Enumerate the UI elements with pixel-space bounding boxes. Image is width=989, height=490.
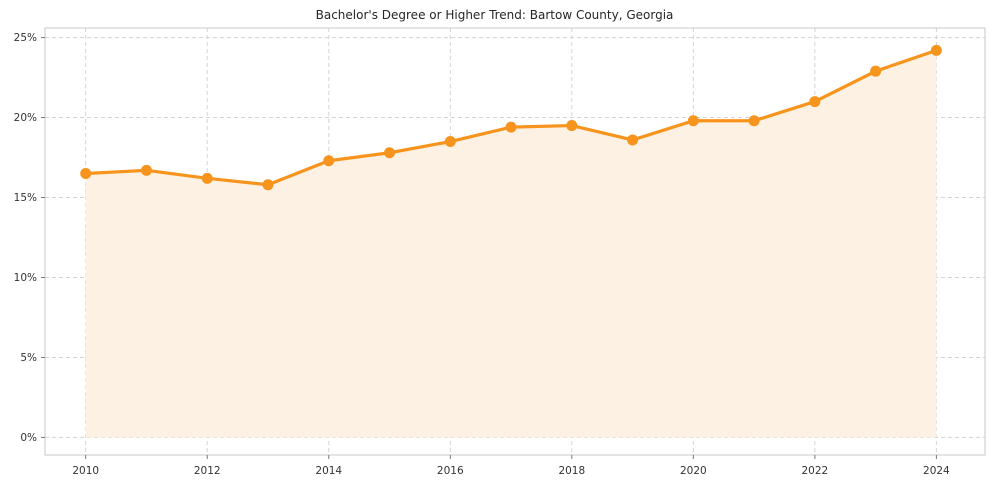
x-axis-tick-label: 2014 xyxy=(315,465,342,477)
data-point-marker xyxy=(444,136,456,148)
data-point-marker xyxy=(627,134,639,146)
data-point-marker xyxy=(748,115,760,127)
data-point-marker xyxy=(140,164,152,176)
x-axis-tick-label: 2012 xyxy=(194,465,221,477)
data-point-marker xyxy=(505,121,517,133)
data-point-marker xyxy=(687,115,699,127)
data-point-marker xyxy=(201,172,213,184)
y-axis-tick-label: 0% xyxy=(20,432,37,444)
x-axis-tick-label: 2016 xyxy=(437,465,464,477)
axis-ticks-and-labels: 0% 5% 10% 15% 20% 25% 2010 2012 2014 2016 2018 2020… xyxy=(14,32,950,477)
chart-title: Bachelor's Degree or Higher Trend: Barto… xyxy=(315,8,674,22)
data-point-marker xyxy=(930,44,942,56)
area-fill xyxy=(85,50,937,438)
y-axis-tick-label: 20% xyxy=(14,112,37,124)
y-axis-tick-label: 25% xyxy=(14,32,37,44)
data-point-marker xyxy=(566,120,578,132)
plot-border xyxy=(44,27,986,456)
y-axis-tick-label: 15% xyxy=(14,192,37,204)
data-point-marker xyxy=(323,155,335,167)
x-axis-tick-label: 2024 xyxy=(923,465,950,477)
y-axis-tick-label: 10% xyxy=(14,272,37,284)
data-point-markers xyxy=(80,44,942,191)
x-axis-tick-label: 2022 xyxy=(801,465,828,477)
data-point-marker xyxy=(809,96,821,108)
data-point-marker xyxy=(80,168,92,180)
x-axis-tick-label: 2020 xyxy=(680,465,707,477)
x-axis-tick-label: 2010 xyxy=(72,465,99,477)
data-point-marker xyxy=(262,179,274,191)
data-point-marker xyxy=(384,147,396,159)
data-point-marker xyxy=(870,65,882,77)
y-axis-tick-label: 5% xyxy=(20,352,37,364)
x-axis-tick-label: 2018 xyxy=(558,465,585,477)
